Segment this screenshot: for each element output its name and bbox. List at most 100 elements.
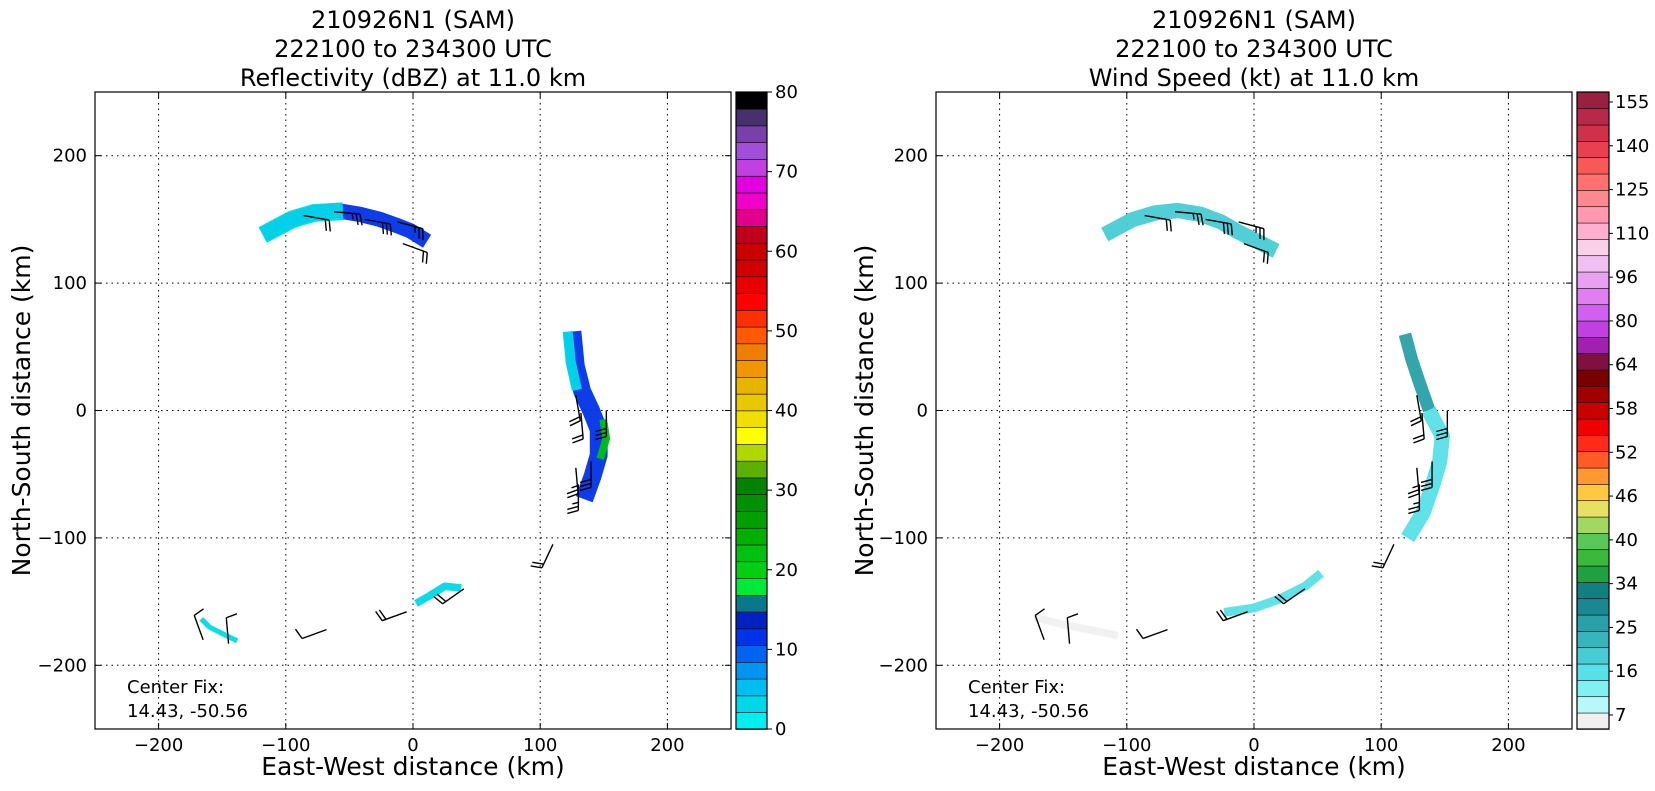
colorbar-segment <box>1577 223 1609 240</box>
colorbar-segment <box>1577 631 1609 648</box>
barb-half-flag <box>352 213 353 219</box>
colorbar-segment <box>1577 484 1609 501</box>
barb-flag <box>567 490 578 494</box>
colorbar-segment <box>1577 500 1609 517</box>
data-swath <box>573 340 598 490</box>
colorbar-segment <box>736 226 767 243</box>
colorbar-segment <box>736 176 767 193</box>
colorbar-segment <box>1577 549 1609 566</box>
barb-flag <box>1267 252 1268 263</box>
wind-barb <box>567 468 578 498</box>
colorbar-segment <box>736 679 767 696</box>
barb-flag <box>567 506 578 509</box>
barb-flag <box>572 439 583 443</box>
x-axis-label: East-West distance (km) <box>261 752 565 781</box>
colorbar-segment <box>1577 566 1609 583</box>
barb-flag <box>1411 421 1421 426</box>
colorbar-tick-label: 0 <box>775 719 786 740</box>
colorbar-segment <box>736 612 767 629</box>
y-tick-label: −100 <box>38 528 87 549</box>
colorbar-segment <box>736 360 767 377</box>
colorbar-segment <box>736 578 767 595</box>
colorbar-segment <box>1577 337 1609 354</box>
colorbar-segment <box>1577 598 1609 615</box>
colorbar-tick-label: 34 <box>1615 574 1638 595</box>
colorbar-tick-label: 96 <box>1615 267 1638 288</box>
colorbar-tick-label: 20 <box>775 560 798 581</box>
barb-staff <box>302 630 326 639</box>
colorbar-segment <box>736 511 767 528</box>
y-tick-label: 100 <box>894 273 928 294</box>
colorbar-segment <box>1577 386 1609 403</box>
center-fix-text: 14.43, -50.56 <box>968 701 1089 722</box>
colorbar-tick-label: 30 <box>775 480 798 501</box>
barb-flag <box>194 609 203 616</box>
colorbar-segment <box>736 561 767 578</box>
colorbar-tick-label: 125 <box>1615 180 1649 201</box>
colorbar-tick-label: 40 <box>775 401 798 422</box>
colorbar-segment <box>1577 174 1609 191</box>
colorbar-segment <box>736 628 767 645</box>
colorbar-segment <box>1577 125 1609 142</box>
barb-flag <box>1067 614 1078 618</box>
barb-half-flag <box>1193 213 1194 219</box>
plot-frame <box>95 92 731 729</box>
colorbar-segment <box>736 276 767 293</box>
colorbar-tick-label: 80 <box>775 82 798 103</box>
y-tick-label: 0 <box>76 401 87 422</box>
barb-flag <box>1413 435 1424 439</box>
colorbar-segment <box>1577 272 1609 289</box>
colorbar-segment <box>1577 255 1609 272</box>
center-fix-text: Center Fix: <box>968 677 1065 698</box>
chart-title-line: Wind Speed (kt) at 11.0 km <box>1089 64 1420 92</box>
colorbar-segment <box>736 595 767 612</box>
colorbar-segment <box>1577 451 1609 468</box>
colorbar-segment <box>736 193 767 210</box>
data-swath <box>1038 618 1114 635</box>
grid <box>936 92 1572 729</box>
colorbar-segment <box>736 109 767 126</box>
colorbar-segment <box>736 545 767 562</box>
colorbar-segment <box>1577 647 1609 664</box>
colorbar-segment <box>736 444 767 461</box>
barb-staff <box>1067 618 1069 644</box>
barb-half-flag <box>572 486 578 488</box>
colorbar-segment <box>736 327 767 344</box>
colorbar-segment <box>1577 157 1609 174</box>
colorbar-tick-label: 140 <box>1615 136 1649 157</box>
colorbar-segment <box>1577 680 1609 697</box>
chart-title-line: 210926N1 (SAM) <box>1152 6 1356 34</box>
colorbar-segment <box>1577 108 1609 125</box>
wind-barb <box>567 484 578 513</box>
data-swath <box>1112 211 1270 248</box>
colorbar-segment <box>736 209 767 226</box>
colorbar-segment <box>1577 402 1609 419</box>
data-swath <box>1407 340 1427 404</box>
grid <box>95 92 731 729</box>
y-tick-label: 100 <box>53 273 87 294</box>
colorbar-segment <box>736 142 767 159</box>
colorbar-segment <box>1577 92 1609 109</box>
barb-flag <box>532 562 543 564</box>
colorbar-segment <box>1577 435 1609 452</box>
data-swath <box>419 586 457 601</box>
colorbar-segment <box>1577 206 1609 223</box>
colorbar-segment <box>736 662 767 679</box>
barb-flag <box>329 220 330 231</box>
center-fix-text: 14.43, -50.56 <box>127 701 248 722</box>
wind-barbs <box>194 212 606 644</box>
x-axis-label: East-West distance (km) <box>1102 752 1406 781</box>
colorbar-segment <box>1577 239 1609 256</box>
colorbar-tick-label: 40 <box>1615 530 1638 551</box>
barb-flag <box>572 435 583 439</box>
colorbar-segment <box>1577 419 1609 436</box>
colorbar-tick-label: 70 <box>775 162 798 183</box>
x-tick-label: −200 <box>975 735 1024 756</box>
colorbar-tick-label: 50 <box>775 321 798 342</box>
colorbar-segment <box>1577 468 1609 485</box>
colorbar-segment <box>736 343 767 360</box>
y-tick-label: −100 <box>879 528 928 549</box>
y-tick-label: 200 <box>53 146 87 167</box>
barb-flag <box>1166 219 1167 230</box>
